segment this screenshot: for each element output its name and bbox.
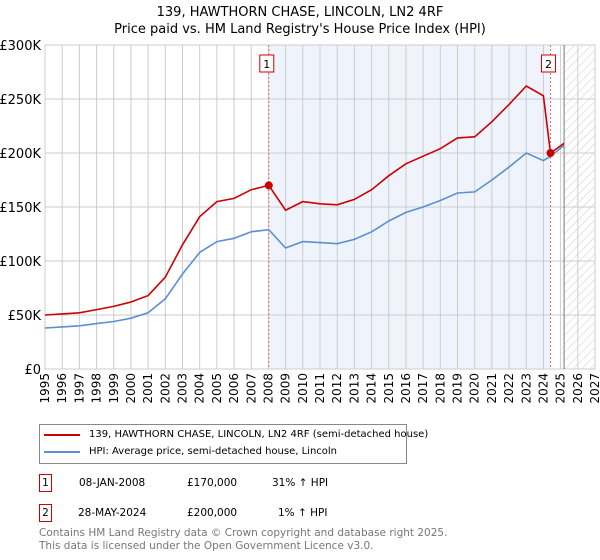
x-tick-label: 2010 [296,373,310,404]
sale-point [546,149,555,157]
marker-badge: 2 [39,504,52,522]
title-line: 139, HAWTHORN CHASE, LINCOLN, LN2 4RF [156,5,444,20]
y-tick-label: £150K [0,201,41,216]
x-tick-label: 1996 [55,373,69,404]
copyright-text: Contains HM Land Registry data © Crown c… [39,527,448,539]
legend-item-property: 139, HAWTHORN CHASE, LINCOLN, LN2 4RF (s… [44,429,428,440]
x-tick-label: 2008 [261,373,275,404]
series-line [44,144,565,329]
sale-label: 2 [545,58,552,71]
x-tick-label: 2027 [588,373,600,404]
x-tick-label: 1998 [90,373,104,404]
x-tick-label: 2020 [468,373,482,404]
x-tick-label: 2009 [279,373,293,404]
sale-point [264,181,273,190]
legend-item-hpi: HPI: Average price, semi-detached house,… [44,446,337,457]
x-tick-label: 2003 [176,373,190,404]
y-tick-label: £0 [24,363,41,378]
x-tick-label: 2013 [347,373,361,404]
x-tick-label: 2006 [227,373,241,404]
y-tick-label: £200K [0,147,41,162]
subtitle-line: Price paid vs. HM Land Registry's House … [114,22,486,37]
x-tick-label: 2024 [536,373,550,404]
x-tick-label: 2005 [210,373,224,404]
series-line [44,84,565,316]
blue-line-swatch [44,450,80,453]
transaction-date: 08-JAN-2008 [79,477,146,489]
sale-label-box [259,54,275,73]
x-tick-label: 2011 [313,373,327,404]
transaction-date: 28-MAY-2024 [78,507,147,519]
x-tick-label: 2022 [502,373,516,404]
x-tick-label: 1999 [107,373,121,404]
licence-text: This data is licensed under the Open Gov… [39,540,374,552]
y-tick-label: £300K [0,39,41,54]
y-tick-label: £100K [0,255,41,270]
x-tick-label: 2019 [451,373,465,404]
chart-title: 139, HAWTHORN CHASE, LINCOLN, LN2 4RF Pr… [0,4,600,38]
x-tick-label: 2018 [433,373,447,404]
sale-label-box [540,54,556,73]
x-tick-label: 2014 [365,373,379,404]
x-tick-label: 2016 [399,373,413,404]
x-tick-label: 1995 [38,373,52,404]
marker-badge: 1 [39,474,52,492]
sale-label: 1 [263,58,270,71]
x-tick-label: 2002 [158,373,172,404]
x-tick-label: 2017 [416,373,430,404]
y-tick-label: £250K [0,93,41,108]
legend-label: HPI: Average price, semi-detached house,… [89,446,338,457]
transaction-price: £200,000 [187,507,238,519]
transaction-row: 1 08-JAN-2008 £170,000 31% ↑ HPI [39,474,328,492]
transaction-price: £170,000 [187,477,238,489]
legend: 139, HAWTHORN CHASE, LINCOLN, LN2 4RF (s… [39,424,428,464]
x-tick-label: 2021 [485,373,499,404]
transaction-hpi: 31% ↑ HPI [272,477,329,489]
footer: Contains HM Land Registry data © Crown c… [39,527,447,553]
x-tick-label: 2007 [244,373,258,404]
x-tick-label: 2012 [330,373,344,404]
x-tick-label: 2025 [554,373,568,404]
y-tick-label: £50K [8,309,42,324]
x-tick-label: 2001 [141,373,155,404]
red-line-swatch [44,433,80,436]
transaction-hpi: 1% ↑ HPI [278,507,328,519]
x-tick-label: 2015 [382,373,396,404]
x-tick-label: 2000 [124,373,138,404]
legend-label: 139, HAWTHORN CHASE, LINCOLN, LN2 4RF (s… [89,429,429,440]
transaction-row: 2 28-MAY-2024 £200,000 1% ↑ HPI [39,504,327,522]
x-tick-label: 1997 [72,373,86,404]
x-tick-label: 2023 [519,373,533,404]
x-tick-label: 2004 [193,373,207,404]
x-tick-label: 2026 [571,373,585,404]
